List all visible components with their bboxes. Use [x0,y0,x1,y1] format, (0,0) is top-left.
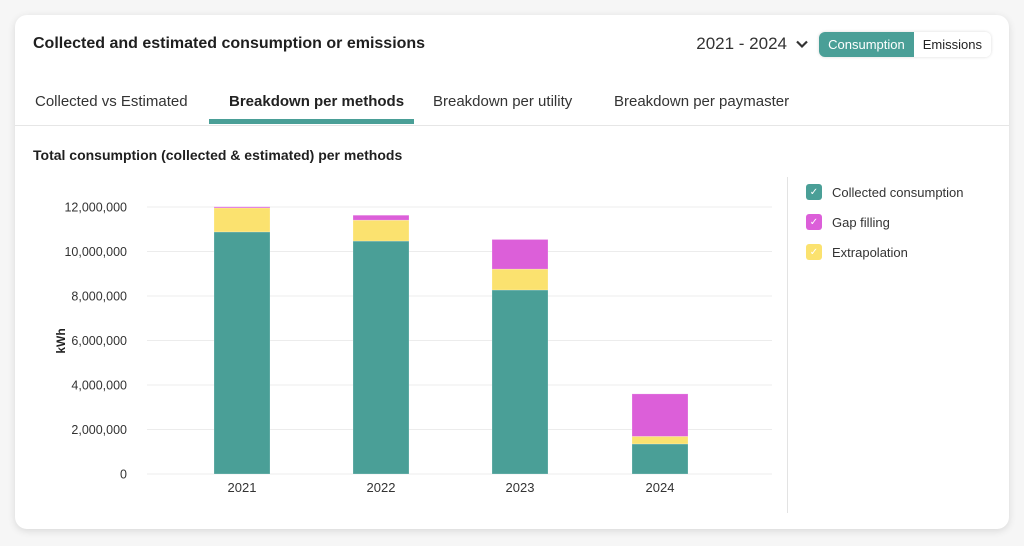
date-range-value: 2021 - 2024 [696,34,787,53]
x-tick-label: 2023 [506,480,535,495]
x-tick-label: 2024 [646,480,675,495]
bar-segment-collected-consumption [352,240,410,475]
bar-segment-extrapolation [631,436,689,445]
bar-segment-extrapolation [352,219,410,242]
date-range-dropdown[interactable]: 2021 - 2024 [696,34,809,54]
y-tick-label: 12,000,000 [64,201,127,215]
checkbox-check-icon[interactable]: ✓ [806,244,822,260]
legend-item[interactable]: ✓ Extrapolation [806,237,964,267]
bar-segment-collected-consumption [213,231,271,475]
bar-segment-collected-consumption [491,289,549,475]
card-title: Collected and estimated consumption or e… [33,35,426,52]
tab-breakdown-per-utility[interactable]: Breakdown per utility [433,93,573,110]
checkbox-check-icon[interactable]: ✓ [806,214,822,230]
legend-label: Gap filling [832,214,890,230]
toggle-emissions[interactable]: Emissions [913,32,991,57]
checkbox-check-icon[interactable]: ✓ [806,184,822,200]
legend-label: Extrapolation [832,244,908,260]
metric-toggle: Consumption Emissions [819,32,991,57]
x-tick-label: 2022 [367,480,396,495]
legend-label: Collected consumption [832,184,964,200]
y-tick-label: 2,000,000 [71,423,127,437]
stacked-bar-chart: 0 2,000,000 4,000,000 6,000,000 8,000,000 10,… [54,201,772,495]
bar-segment-collected-consumption [631,443,689,475]
bar-segment-extrapolation [491,268,549,291]
bar-segment-gap-filling [213,206,271,209]
y-tick-label: 10,000,000 [64,245,127,259]
tab-collected-vs-estimated[interactable]: Collected vs Estimated [35,93,188,110]
legend-item[interactable]: ✓ Gap filling [806,207,964,237]
toggle-consumption[interactable]: Consumption [819,32,914,57]
chart-title: Total consumption (collected & estimated… [33,147,403,163]
tab-breakdown-per-methods[interactable]: Breakdown per methods [229,93,405,110]
x-tick-label: 2021 [228,480,257,495]
tab-bar: Collected vs Estimated Breakdown per met… [15,83,1009,126]
chart-card: Collected and estimated consumption or e… [15,15,1009,529]
bar-segment-extrapolation [213,207,271,233]
active-tab-indicator [209,119,414,124]
y-tick-label: 4,000,000 [71,379,127,393]
y-axis-label: kWh [54,328,68,353]
y-tick-label: 6,000,000 [71,334,127,348]
bar-segment-gap-filling [352,214,410,221]
chevron-down-icon [796,40,808,49]
y-tick-label: 0 [120,468,127,482]
chart-legend: ✓ Collected consumption ✓ Gap filling ✓ Extra… [787,177,964,513]
tab-breakdown-per-paymaster[interactable]: Breakdown per paymaster [614,93,790,110]
legend-item[interactable]: ✓ Collected consumption [806,177,964,207]
bar-segment-gap-filling [491,239,549,270]
bar-segment-gap-filling [631,393,689,437]
y-tick-label: 8,000,000 [71,290,127,304]
